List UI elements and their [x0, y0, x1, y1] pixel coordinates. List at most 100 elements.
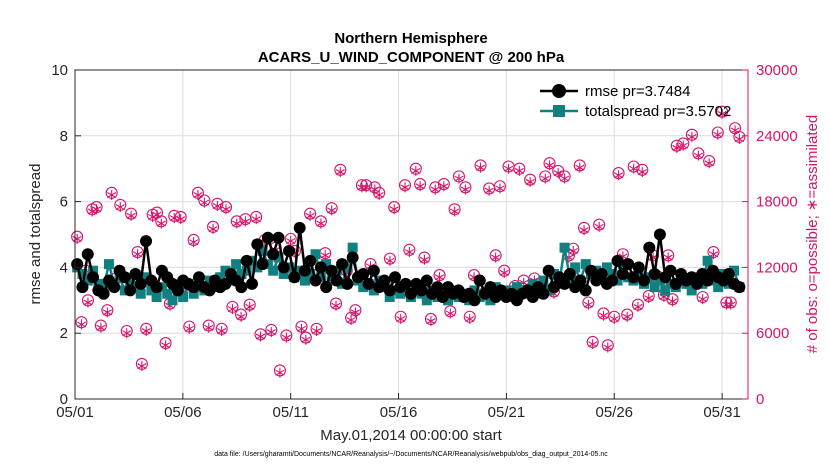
totalspread-point [135, 288, 146, 299]
rmse-point [526, 291, 539, 304]
totalspread-point [315, 272, 326, 283]
obs-assimilated-point [575, 162, 585, 173]
rmse-point [171, 284, 184, 297]
obs-assimilated-point [503, 163, 514, 174]
rmse-point [473, 274, 486, 287]
rmse-point [542, 264, 555, 277]
rmse-point [272, 231, 285, 244]
obs-assimilated-point [629, 163, 639, 174]
rmse-point [383, 284, 396, 297]
totalspread-point [252, 262, 263, 273]
totalspread-point [305, 268, 316, 279]
totalspread-point [273, 252, 284, 263]
totalspread-point [358, 282, 369, 293]
rmse-point [378, 274, 391, 287]
y-tick-label-right: 0 [756, 391, 764, 408]
totalspread-point [151, 292, 162, 303]
obs-assimilated-point [122, 328, 132, 339]
x-tick-label: 05/11 [272, 404, 308, 421]
totalspread-point [527, 278, 538, 289]
totalspread-point [421, 295, 432, 306]
rmse-point [722, 267, 735, 280]
rmse-point [341, 277, 354, 290]
rmse-point [362, 277, 375, 290]
obs-assimilated-point [361, 182, 371, 193]
obs-assimilated-point [107, 190, 117, 201]
totalspread-point [310, 249, 321, 260]
obs-assimilated-point [693, 150, 703, 161]
rmse-point [404, 287, 417, 300]
rmse-point [669, 277, 682, 290]
obs-assimilated-point [594, 221, 604, 232]
rmse-point [193, 271, 206, 284]
totalspread-point [347, 242, 358, 253]
rmse-point [118, 271, 131, 284]
obs-assimilated-point [734, 134, 744, 145]
obs-assimilated-point [141, 326, 151, 337]
rmse-point [245, 277, 258, 290]
rmse-point [436, 291, 449, 304]
rmse-point [219, 277, 232, 290]
rmse-point [585, 264, 598, 277]
obs-assimilated-point [434, 272, 445, 283]
chart-title: Northern Hemisphere [334, 30, 487, 47]
totalspread-point [321, 259, 332, 270]
obs-assimilated-point [335, 166, 345, 177]
rmse-point [468, 294, 481, 307]
y-tick-label-left: 2 [60, 325, 68, 342]
totalspread-point [729, 265, 740, 276]
y-tick-label-right: 18000 [756, 194, 798, 211]
rmse-point [203, 284, 216, 297]
totalspread-point [130, 282, 141, 293]
footnote: data file: /Users/gharamti/Documents/NCA… [214, 451, 608, 458]
obs-assimilated-point [583, 299, 593, 310]
rmse-point [638, 274, 651, 287]
x-tick-label: 05/06 [164, 404, 202, 421]
obs-assimilated-point [613, 170, 624, 181]
totalspread-point [188, 288, 199, 299]
obs-assimilated-point [667, 296, 678, 307]
obs-assimilated-point [217, 326, 227, 337]
series-rmse [71, 221, 746, 307]
obs-assimilated-point [460, 184, 471, 195]
rmse-point [547, 281, 560, 294]
totalspread-point [469, 285, 480, 296]
x-tick-label: 05/26 [595, 404, 633, 421]
rmse-point [267, 248, 280, 261]
rmse-point [256, 258, 269, 271]
obs-assimilated-point [553, 168, 563, 179]
rmse-point [627, 271, 640, 284]
totalspread-point [368, 285, 379, 296]
obs-assimilated-point [663, 252, 673, 263]
rmse-point [283, 244, 296, 257]
x-tick-label: 05/16 [380, 404, 418, 421]
obs-assimilated-point [730, 125, 740, 136]
obs-assimilated-point [251, 214, 261, 225]
obs-assimilated-point [91, 204, 102, 215]
series-assimilated [72, 108, 744, 378]
obs-assimilated-point [331, 300, 341, 311]
obs-assimilated-point [160, 340, 171, 351]
obs-assimilated-point [245, 301, 255, 312]
totalspread-point [559, 242, 570, 253]
rmse-point [420, 274, 433, 287]
rmse-point [653, 228, 666, 241]
totalspread-point [485, 295, 496, 306]
rmse-point [579, 284, 592, 297]
y-tick-label-right: 12000 [756, 259, 798, 276]
obs-assimilated-point [609, 313, 619, 324]
legend-rmse-marker [552, 84, 566, 98]
totalspread-point [236, 268, 247, 279]
rmse-point [251, 238, 264, 251]
totalspread-point [77, 268, 88, 279]
rmse-point [129, 267, 142, 280]
obs-assimilated-point [704, 158, 714, 169]
rmse-point [261, 231, 274, 244]
axis-ticks: 0 2 4 6 8 10 0 6000 12000 18000 24000 30000 05/01 05/… [51, 62, 797, 421]
obs-assimilated-point [357, 182, 367, 193]
obs-assimilated-point [311, 326, 322, 337]
obs-assimilated-point [301, 334, 311, 345]
totalspread-point [93, 278, 104, 289]
obs-assimilated-point [156, 218, 166, 229]
